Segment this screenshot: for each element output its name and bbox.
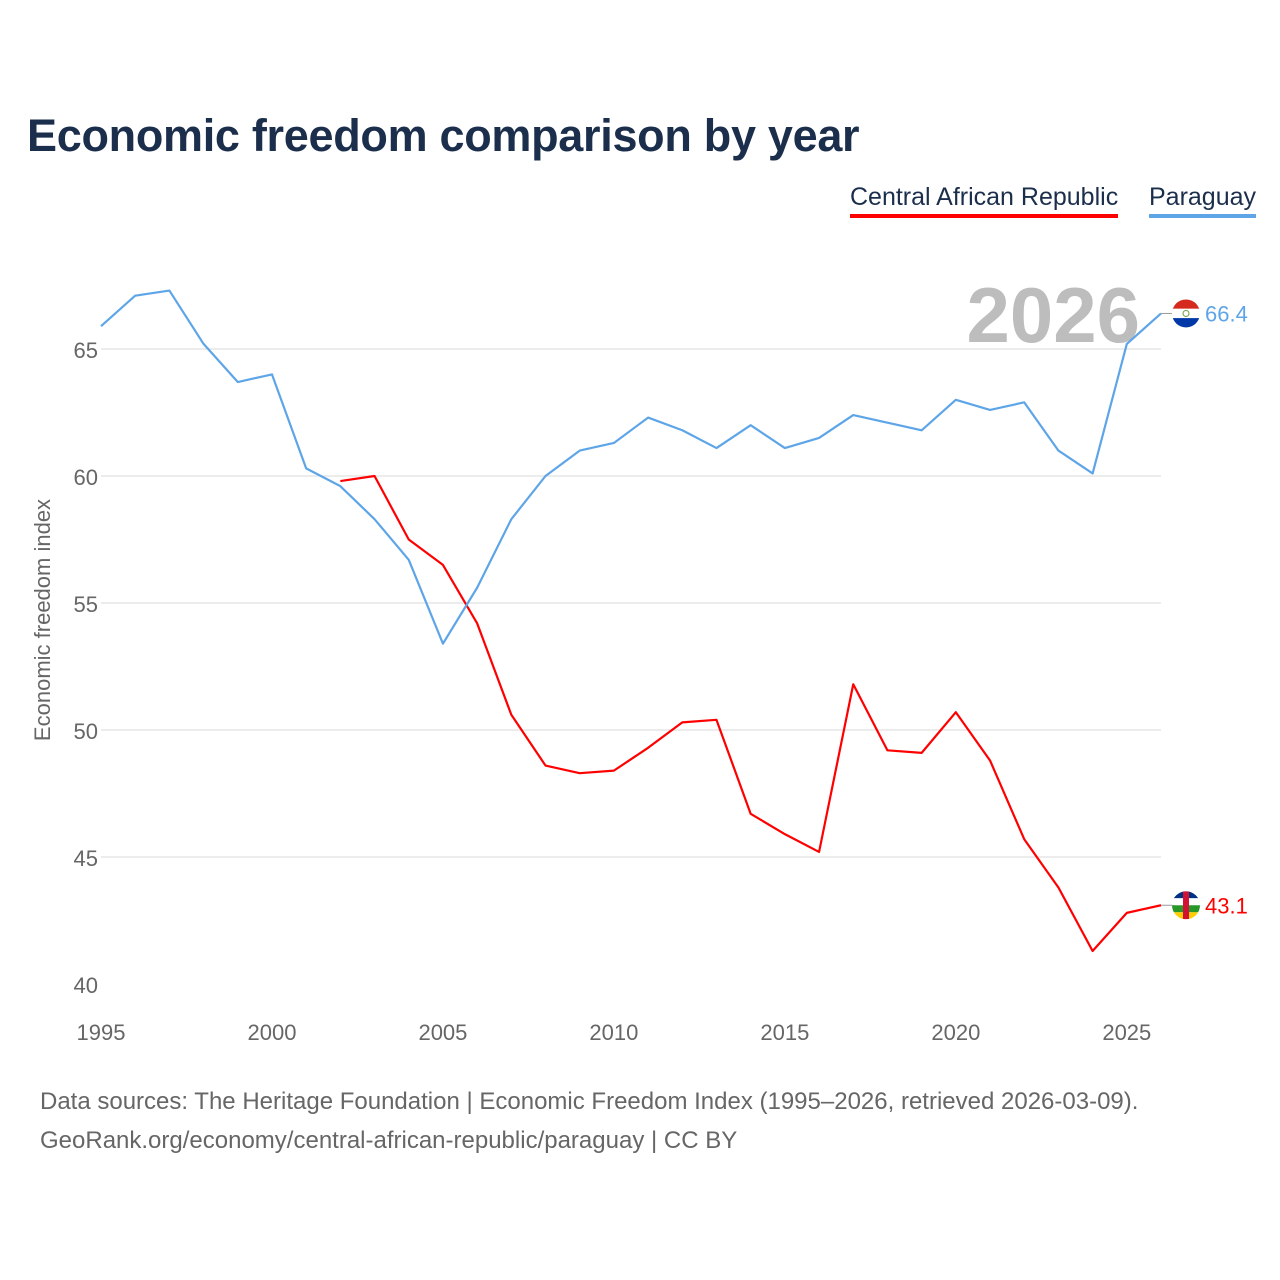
x-tick-label: 2010 bbox=[589, 1020, 638, 1045]
legend-item-central-african-republic[interactable]: Central African Republic bbox=[850, 183, 1119, 218]
series-line-central-african-republic bbox=[340, 474, 1162, 953]
x-tick-label: 2000 bbox=[247, 1020, 296, 1045]
y-tick-label: 65 bbox=[74, 338, 98, 363]
y-tick-label: 50 bbox=[74, 719, 98, 744]
x-tick-label: 2025 bbox=[1102, 1020, 1151, 1045]
end-value-label: 43.1 bbox=[1205, 893, 1248, 918]
y-axis-label: Economic freedom index bbox=[30, 499, 55, 741]
series-line-paraguay bbox=[100, 289, 1162, 645]
legend-item-paraguay[interactable]: Paraguay bbox=[1149, 183, 1257, 218]
x-tick-label: 1995 bbox=[77, 1020, 126, 1045]
data-source-note: Data sources: The Heritage Foundation | … bbox=[40, 1088, 1139, 1115]
x-tick-label: 2020 bbox=[931, 1020, 980, 1045]
year-watermark: 2026 bbox=[966, 271, 1140, 359]
end-value-label: 66.4 bbox=[1205, 301, 1248, 326]
paraguay-flag-icon bbox=[1172, 299, 1200, 328]
y-tick-label: 60 bbox=[74, 465, 98, 490]
y-tick-label: 40 bbox=[74, 973, 98, 998]
source-url: GeoRank.org/economy/central-african-repu… bbox=[40, 1127, 738, 1154]
chart-title: Economic freedom comparison by year bbox=[27, 110, 860, 161]
x-tick-label: 2005 bbox=[418, 1020, 467, 1045]
central-african-republic-flag-icon bbox=[1172, 891, 1200, 920]
x-tick-label: 2015 bbox=[760, 1020, 809, 1045]
y-tick-label: 45 bbox=[74, 846, 98, 871]
y-tick-label: 55 bbox=[74, 592, 98, 617]
